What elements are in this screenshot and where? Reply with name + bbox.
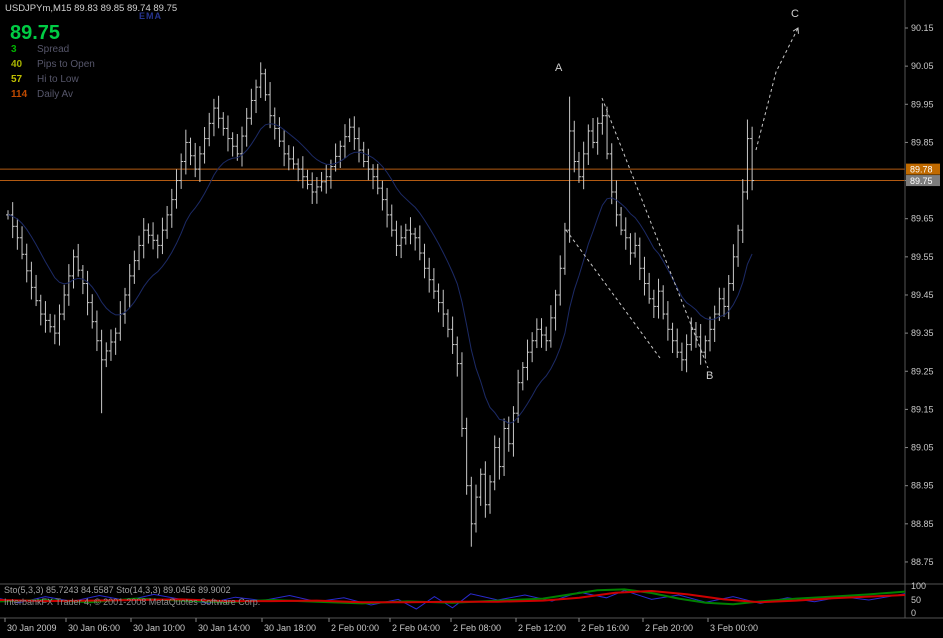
bid-price-box: 89.75 <box>906 175 940 187</box>
legend-row-spread: 3 Spread <box>11 44 95 59</box>
time-tick-label: 30 Jan 2009 <box>7 623 57 633</box>
time-tick-label: 2 Feb 16:00 <box>581 623 629 633</box>
axis-frame <box>0 0 943 619</box>
info-legend: 3 Spread 40 Pips to Open 57 Hi to Low 114 Da… <box>11 44 95 104</box>
ema-line <box>7 123 753 424</box>
price-axis[interactable]: 90.15 90.05 89.95 89.85 89.75 89.65 89.55 89.45… <box>905 23 940 567</box>
ask-price-box: 89.78 <box>906 163 940 175</box>
price-tick-label: 89.95 <box>911 99 934 109</box>
symbol-title: USDJPYm,M15 89.83 89.85 89.74 89.75 <box>5 3 178 14</box>
hi-to-low-value: 57 <box>11 74 23 85</box>
daily-av-label: Daily Av <box>37 89 73 100</box>
spread-label: Spread <box>37 44 70 55</box>
time-tick-label: 30 Jan 14:00 <box>198 623 250 633</box>
trend-channel-lines[interactable] <box>565 97 709 369</box>
daily-av-value: 114 <box>11 89 28 100</box>
price-tick-label: 90.15 <box>911 23 934 33</box>
indicator-scale-label: 50 <box>911 595 921 605</box>
time-tick-label: 2 Feb 12:00 <box>518 623 566 633</box>
legend-row-pips-to-open: 40 Pips to Open <box>11 59 95 74</box>
current-price-display: 89.75 <box>10 22 61 44</box>
indicator-scale-label: 100 <box>911 581 926 591</box>
indicator-scale-label: 0 <box>911 608 916 618</box>
price-tick-label: 89.65 <box>911 214 934 224</box>
copyright-watermark: InterbankFX Trader 4, © 2001-2008 MetaQu… <box>4 597 261 607</box>
time-tick-label: 30 Jan 18:00 <box>264 623 316 633</box>
time-tick-label: 2 Feb 20:00 <box>645 623 693 633</box>
time-tick-label: 2 Feb 00:00 <box>331 623 379 633</box>
legend-row-daily-av: 114 Daily Av <box>11 89 95 104</box>
svg-text:89.78: 89.78 <box>910 165 933 175</box>
time-tick-label: 2 Feb 08:00 <box>453 623 501 633</box>
price-tick-label: 88.85 <box>911 519 934 529</box>
wave-label-c[interactable]: C <box>791 8 799 20</box>
stochastic-signal-line <box>0 589 906 604</box>
price-tick-label: 89.45 <box>911 290 934 300</box>
projection-arrow[interactable] <box>755 27 799 151</box>
pips-to-open-value: 40 <box>11 59 23 70</box>
time-tick-label: 30 Jan 10:00 <box>133 623 185 633</box>
price-tick-label: 89.55 <box>911 252 934 262</box>
ohlc-bars <box>6 62 755 547</box>
legend-row-hi-to-low: 57 Hi to Low <box>11 74 95 89</box>
price-tick-label: 89.25 <box>911 366 934 376</box>
wave-label-a[interactable]: A <box>555 62 563 74</box>
wave-label-b[interactable]: B <box>706 370 714 382</box>
bid-ask-lines <box>0 168 905 182</box>
price-tick-label: 88.75 <box>911 557 934 567</box>
pips-to-open-label: Pips to Open <box>37 59 95 70</box>
hi-to-low-label: Hi to Low <box>37 74 79 85</box>
price-tick-label: 89.05 <box>911 443 934 453</box>
time-axis[interactable]: 30 Jan 2009 30 Jan 06:00 30 Jan 10:00 30 Ja… <box>4 618 758 633</box>
price-tick-label: 89.35 <box>911 328 934 338</box>
price-tick-label: 89.15 <box>911 404 934 414</box>
time-tick-label: 30 Jan 06:00 <box>68 623 120 633</box>
time-tick-label: 3 Feb 00:00 <box>710 623 758 633</box>
price-tick-label: 88.95 <box>911 481 934 491</box>
stochastic-values-line: Sto(5,3,3) 85.7243 84.5587 Sto(14,3,3) 8… <box>4 585 231 595</box>
ema-indicator-label: EMA <box>139 11 162 21</box>
stochastic-pane: 100 50 0 <box>0 581 926 618</box>
spread-value: 3 <box>11 44 17 55</box>
price-tick-label: 89.85 <box>911 137 934 147</box>
price-tick-label: 90.05 <box>911 61 934 71</box>
time-tick-label: 2 Feb 04:00 <box>392 623 440 633</box>
svg-text:89.75: 89.75 <box>910 176 933 186</box>
